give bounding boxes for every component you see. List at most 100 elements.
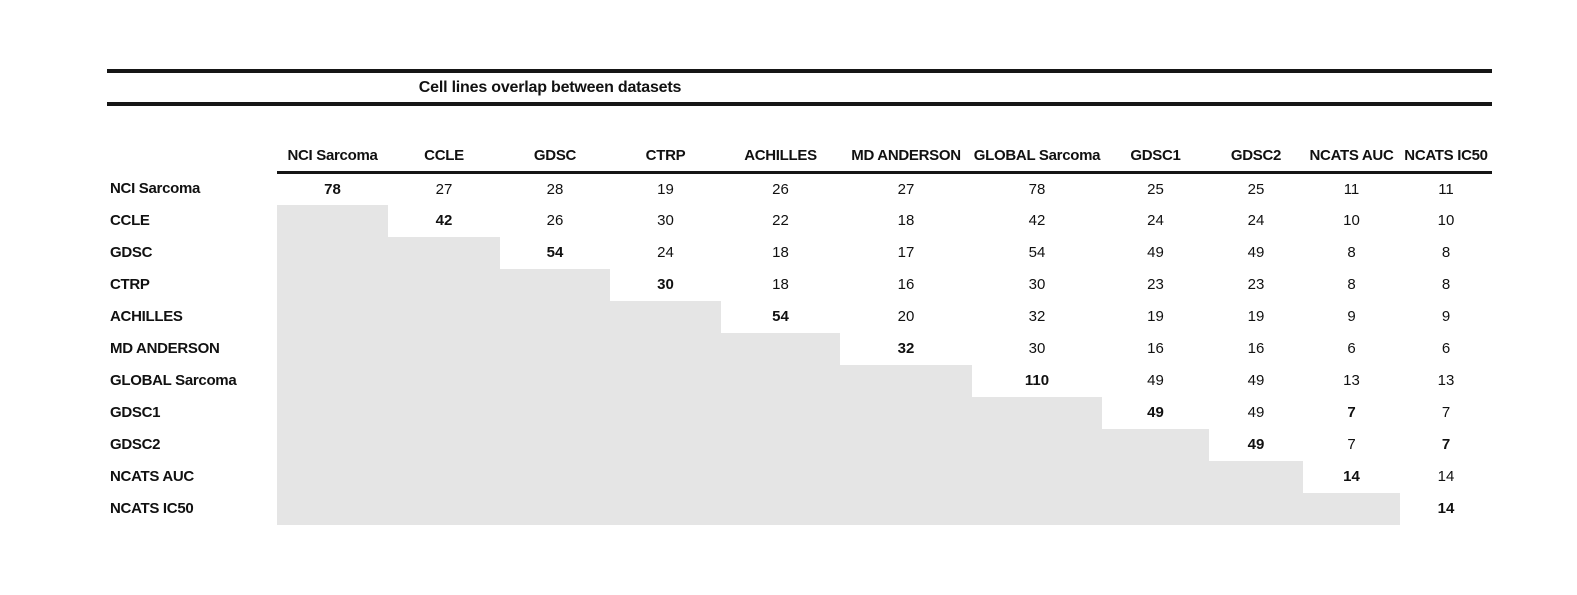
shaded-cell [388,268,500,301]
matrix-cell: 78 [324,180,341,198]
matrix-cell: 49 [1247,436,1265,453]
matrix-cell: 78 [1028,180,1046,198]
shaded-cell [610,300,721,333]
matrix-cell: 23 [1247,276,1265,293]
matrix-cell: 54 [772,308,789,325]
shaded-cell [277,268,388,301]
matrix-cell: 18 [772,244,789,261]
matrix-cell: 16 [897,276,915,293]
matrix-cell: 13 [1343,372,1360,389]
matrix-cell: 19 [1247,308,1265,325]
matrix-cell: 25 [1247,180,1265,198]
shaded-cell [1303,492,1400,525]
column-header-ncats-auc: NCATS AUC [1303,106,1400,174]
matrix-cell: 32 [1028,308,1046,325]
matrix-cell: 49 [1247,372,1265,389]
shaded-cell [840,396,972,429]
matrix-cell: 22 [772,212,789,229]
shaded-cell [840,428,972,461]
row-label-ncats-auc: NCATS AUC [110,468,194,485]
matrix-cell: 28 [546,180,564,198]
table-row-md-anderson: MD ANDERSON 32 30 16 16 6 6 [107,332,1492,365]
matrix-cell: 54 [1028,244,1046,261]
shaded-cell [840,364,972,397]
shaded-cell [388,396,500,429]
matrix-cell: 25 [1147,180,1164,198]
row-label-nci-sarcoma: NCI Sarcoma [110,180,201,197]
shaded-cell [277,236,388,269]
row-label-achilles: ACHILLES [110,308,183,325]
matrix-cell: 110 [1024,372,1050,389]
row-label-global-sarcoma: GLOBAL Sarcoma [110,372,237,389]
shaded-cell [277,364,388,397]
table-row-gdsc2: GDSC2 49 7 7 [107,428,1492,461]
matrix-cell: 16 [1247,340,1265,357]
matrix-cell: 7 [1441,404,1451,421]
matrix-cell: 8 [1441,276,1451,293]
shaded-cell [388,428,500,461]
matrix-cell: 19 [657,180,674,198]
shaded-cell [972,460,1102,493]
matrix-cell: 49 [1147,244,1164,261]
matrix-cell: 32 [897,340,915,357]
matrix-cell: 27 [897,180,915,198]
column-header-global-sarcoma: GLOBAL Sarcoma [972,106,1102,174]
matrix-cell: 10 [1437,212,1455,229]
shaded-cell [840,492,972,525]
table-row-ncats-ic50: NCATS IC50 14 [107,492,1492,525]
shaded-cell [610,428,721,461]
shaded-cell [610,332,721,365]
table-row-gdsc1: GDSC1 49 49 7 7 [107,396,1492,429]
table-row-global-sarcoma: GLOBAL Sarcoma 110 49 49 13 13 [107,364,1492,397]
shaded-cell [1102,460,1209,493]
shaded-cell [500,268,610,301]
row-label-ctrp: CTRP [110,276,150,293]
matrix-cell: 7 [1441,436,1451,453]
column-header-ctrp: CTRP [610,106,721,174]
shaded-cell [721,332,840,365]
shaded-cell [277,492,388,525]
matrix-cell: 11 [1438,180,1454,198]
shaded-cell [500,492,610,525]
column-header-md-anderson: MD ANDERSON [840,106,972,174]
shaded-cell [277,204,388,237]
shaded-cell [721,364,840,397]
matrix-cell: 13 [1437,372,1455,389]
matrix-cell: 7 [1347,404,1356,421]
matrix-cell: 18 [897,212,915,229]
matrix-cell: 8 [1441,244,1451,261]
column-header-gdsc: GDSC [500,106,610,174]
table-row-ctrp: CTRP 30 18 16 30 23 23 8 8 [107,268,1492,301]
table-title: Cell lines overlap between datasets [418,78,682,96]
shaded-cell [721,460,840,493]
shaded-cell [610,396,721,429]
column-header-gdsc1: GDSC1 [1102,106,1209,174]
table-row-nci-sarcoma: NCI Sarcoma 78 27 28 19 26 27 78 25 25 11 11 [107,173,1492,205]
matrix-cell: 23 [1147,276,1164,293]
row-label-gdsc2: GDSC2 [110,436,161,453]
matrix-cell: 11 [1343,180,1360,198]
shaded-cell [388,492,500,525]
table-row-achilles: ACHILLES 54 20 32 19 19 9 9 [107,300,1492,333]
matrix-cell: 42 [435,212,453,229]
shaded-cell [972,428,1102,461]
column-header-nci-sarcoma: NCI Sarcoma [277,106,388,174]
matrix-cell: 7 [1347,436,1356,453]
shaded-cell [1102,492,1209,525]
column-header-row: NCI Sarcoma CCLE GDSC CTRP ACHILLES MD ANDERS… [107,106,1492,174]
matrix-cell: 6 [1441,340,1451,357]
shaded-cell [500,396,610,429]
matrix-cell: 30 [1028,276,1046,293]
matrix-cell: 42 [1028,212,1046,229]
table-row-ncats-auc: NCATS AUC 14 14 [107,460,1492,493]
matrix-cell: 9 [1347,308,1356,325]
column-header-gdsc2: GDSC2 [1209,106,1303,174]
matrix-cell: 54 [546,244,564,261]
title-row: Cell lines overlap between datasets [107,73,1492,102]
matrix-cell: 6 [1347,340,1356,357]
shaded-cell [500,460,610,493]
row-label-md-anderson: MD ANDERSON [110,340,220,357]
shaded-cell [721,492,840,525]
table-row-gdsc: GDSC 54 24 18 17 54 49 49 8 8 [107,236,1492,269]
shaded-cell [721,396,840,429]
